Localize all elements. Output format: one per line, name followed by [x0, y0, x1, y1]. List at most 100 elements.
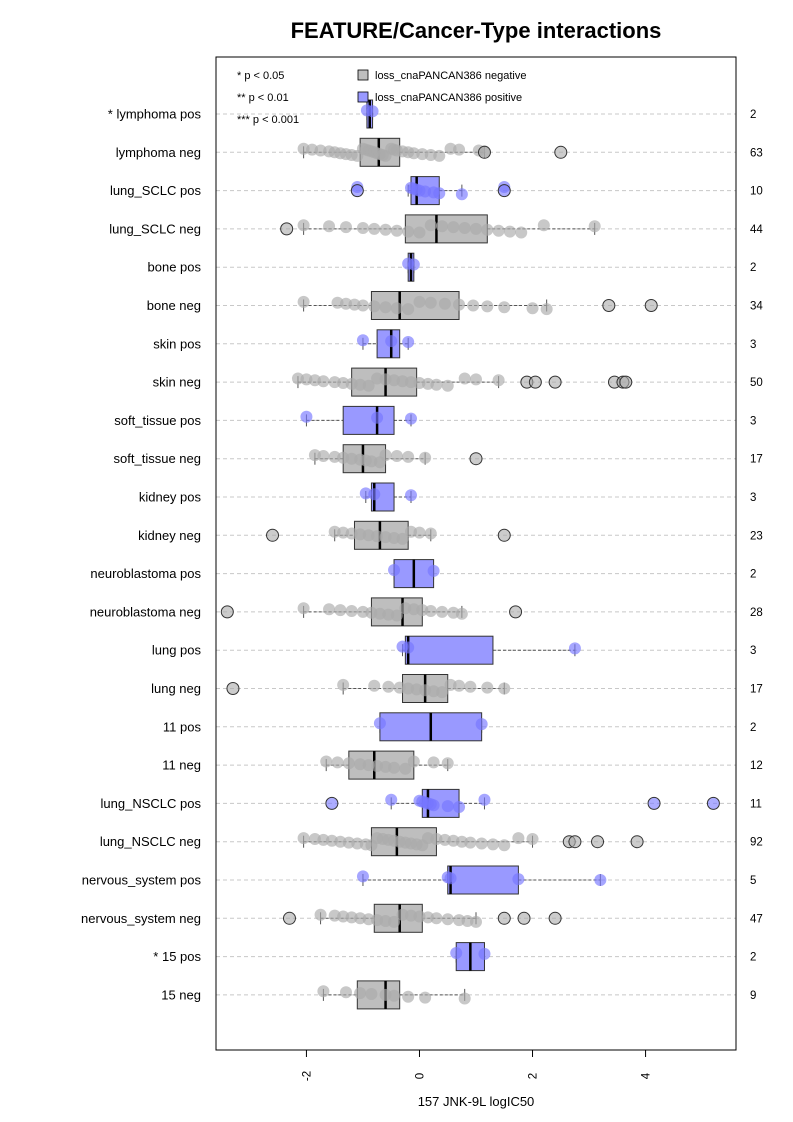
data-point [314, 908, 327, 921]
outlier-point [226, 682, 240, 695]
row-label: neuroblastoma neg [90, 604, 201, 619]
outlier-point [509, 605, 523, 619]
data-point [402, 990, 415, 1003]
outlier-point [706, 796, 720, 810]
data-point [453, 143, 466, 156]
legend-positive-label: loss_cnaPANCAN386 positive [375, 92, 522, 104]
row-label: soft_tissue neg [114, 451, 201, 466]
data-point [382, 680, 395, 693]
data-point [441, 913, 454, 926]
sample-count: 34 [750, 301, 763, 313]
data-point [366, 105, 379, 118]
data-point [402, 450, 415, 463]
data-point [464, 836, 477, 849]
data-point [427, 756, 440, 769]
sample-count: 2 [750, 109, 756, 121]
data-point [407, 258, 420, 271]
data-point [405, 412, 417, 425]
data-point [379, 449, 392, 462]
data-point [436, 686, 449, 699]
data-point [470, 222, 482, 235]
row-label: kidney neg [138, 528, 201, 543]
data-point [467, 299, 480, 312]
row-label: soft_tissue pos [114, 413, 201, 428]
data-point [390, 224, 403, 237]
x-tick-label: 0 [414, 1073, 426, 1079]
sample-count: 23 [750, 530, 763, 542]
box [447, 865, 519, 895]
data-point [388, 761, 401, 774]
data-point [481, 681, 494, 694]
data-point [458, 992, 471, 1005]
data-point [413, 295, 426, 308]
data-point [388, 915, 401, 928]
sample-count: 2 [750, 569, 756, 581]
data-point [334, 604, 347, 617]
data-point [481, 300, 494, 313]
sample-count: 44 [750, 224, 763, 236]
data-point [526, 302, 539, 315]
outlier-point [630, 835, 644, 849]
row-label: 15 neg [161, 987, 201, 1002]
data-point [436, 605, 449, 618]
row-label: nervous_system neg [81, 911, 201, 926]
data-point [441, 757, 454, 770]
outlier-point [548, 375, 562, 389]
plot-frame [215, 56, 737, 1051]
data-point [300, 410, 313, 423]
box [342, 405, 395, 435]
data-point [413, 226, 426, 239]
data-point [320, 755, 333, 768]
data-point [498, 682, 511, 695]
data-point [433, 149, 446, 162]
data-point [368, 679, 381, 692]
data-point [424, 527, 437, 540]
data-point [453, 679, 466, 692]
outlier-point [517, 911, 531, 925]
sample-count: 10 [750, 186, 763, 198]
data-point [402, 336, 415, 348]
data-point [371, 411, 384, 424]
data-point [368, 300, 381, 313]
x-axis-label: 157 JNK-9L logIC50 [418, 1094, 535, 1109]
row-label: nervous_system pos [82, 873, 202, 888]
data-point [402, 641, 415, 654]
row-label: lung neg [151, 681, 201, 696]
x-tick-label: 2 [528, 1073, 540, 1079]
row-label: skin neg [153, 375, 201, 390]
data-point [317, 375, 330, 388]
data-point [427, 799, 440, 812]
outlier-point [497, 184, 511, 198]
data-point [368, 222, 381, 235]
outlier-point [266, 528, 280, 542]
sample-counts: 2 63 10 44 2 34 3 50 3 17 3 23 2 28 3 17 2 12 11 92 5 47 2 9 [750, 109, 763, 1002]
data-point [345, 605, 358, 617]
outlier-point [477, 145, 491, 159]
outlier-point [554, 145, 568, 159]
data-point [340, 221, 352, 234]
data-point [388, 564, 401, 576]
data-point [498, 301, 511, 314]
data-point [441, 800, 454, 813]
legend-sig-3: *** p < 0.001 [237, 114, 299, 126]
data-point [390, 302, 403, 315]
data-point [385, 335, 398, 348]
data-point [396, 532, 409, 545]
sample-count: 2 [750, 952, 756, 964]
outlier-point [591, 835, 605, 849]
row-label: lymphoma neg [116, 145, 201, 160]
outlier-point [282, 911, 296, 925]
outlier-point [280, 222, 294, 236]
data-point [356, 222, 369, 234]
sample-count: 12 [750, 760, 763, 772]
data-point [342, 757, 355, 770]
data-point [515, 226, 528, 239]
row-label: bone neg [147, 298, 201, 313]
outlier-point [469, 452, 483, 466]
data-point [430, 378, 443, 391]
row-label: * lymphoma pos [108, 107, 202, 122]
legend-positive-swatch [357, 91, 369, 103]
sample-count: 50 [750, 377, 763, 389]
data-point [399, 762, 412, 775]
data-point [475, 718, 488, 731]
